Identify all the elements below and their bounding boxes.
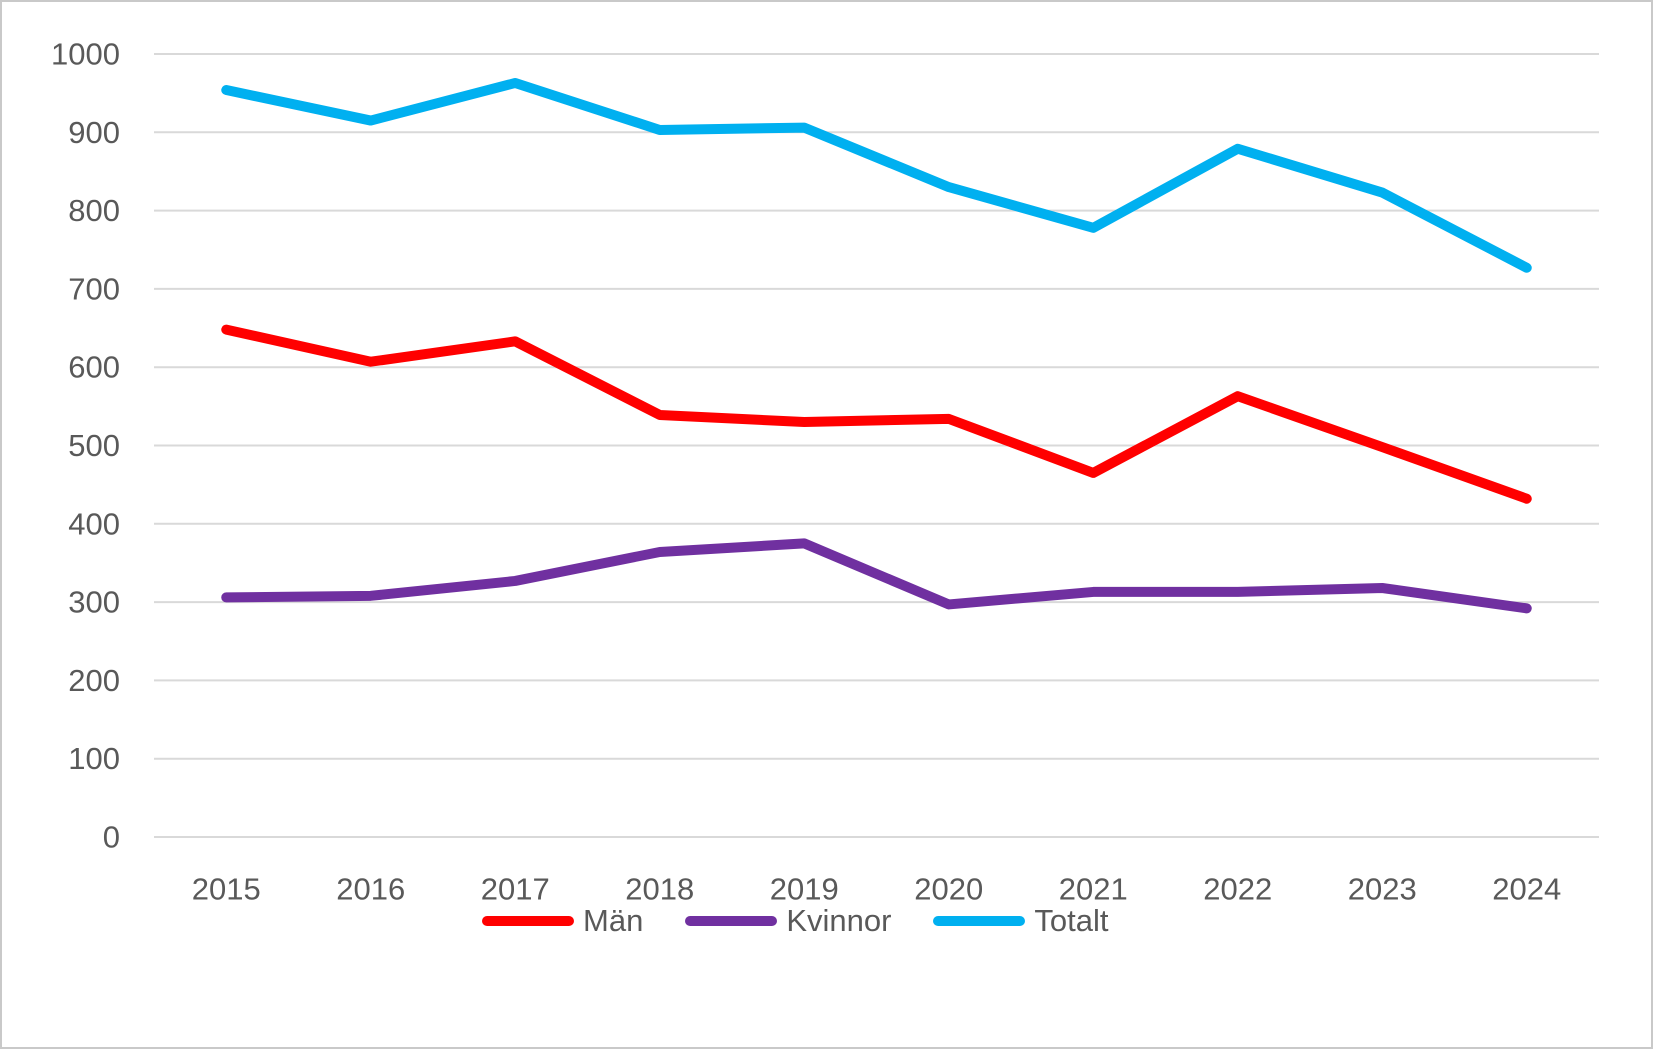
series-line-totalt [221, 77, 1532, 273]
x-axis-tick-label: 2018 [625, 872, 694, 907]
legend-label-man: Män [583, 903, 644, 938]
legend-label-totalt: Totalt [1034, 903, 1109, 938]
legend-line-swatch-totalt [933, 915, 1026, 926]
y-axis-tick-label: 1000 [51, 37, 120, 72]
x-axis-tick-label: 2015 [192, 872, 261, 907]
series-line-kvinnor [221, 538, 1532, 614]
x-axis-tick-label: 2022 [1203, 872, 1272, 907]
y-axis-tick-label: 600 [68, 350, 120, 385]
legend-item-man: Män [482, 905, 643, 936]
y-axis-tick-label: 100 [68, 741, 120, 776]
x-axis-tick-label: 2017 [481, 872, 550, 907]
x-axis-tick-label: 2020 [914, 872, 983, 907]
y-axis-tick-label: 700 [68, 271, 120, 306]
y-axis-tick-label: 200 [68, 663, 120, 698]
y-axis-tick-label: 800 [68, 193, 120, 228]
y-axis-tick-label: 0 [103, 820, 120, 855]
y-axis-tick-label: 400 [68, 506, 120, 541]
legend-item-kvinnor: Kvinnor [685, 905, 891, 936]
y-axis-tick-label: 500 [68, 428, 120, 463]
legend: Män Kvinnor Totalt [482, 905, 1109, 936]
x-axis-tick-label: 2024 [1492, 872, 1561, 907]
x-axis-tick-label: 2019 [770, 872, 839, 907]
x-axis-tick-label: 2023 [1348, 872, 1417, 907]
legend-label-kvinnor: Kvinnor [786, 903, 892, 938]
legend-line-swatch-man [482, 915, 574, 926]
y-axis-tick-label: 300 [68, 585, 120, 620]
legend-line-swatch-kvinnor [685, 915, 778, 926]
x-axis-tick-label: 2021 [1059, 872, 1128, 907]
x-axis-tick-label: 2016 [336, 872, 405, 907]
series-line-man [221, 324, 1532, 504]
y-axis-tick-label: 900 [68, 115, 120, 150]
legend-item-totalt: Totalt [933, 903, 1109, 938]
